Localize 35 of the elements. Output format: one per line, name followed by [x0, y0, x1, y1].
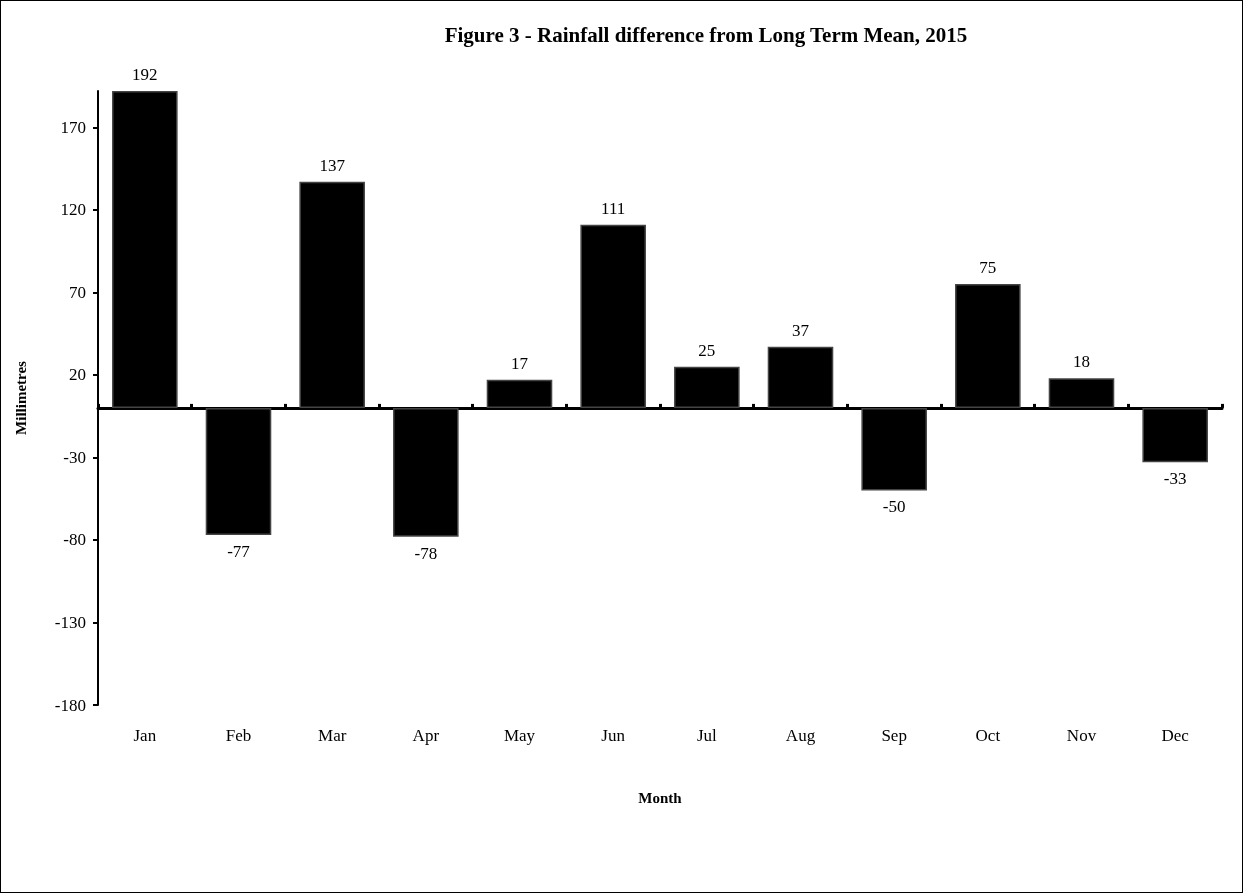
data-label: 18 [1073, 352, 1090, 372]
data-label: 192 [132, 65, 158, 84]
x-tick-label: Oct [975, 726, 1001, 745]
data-label: 17 [511, 353, 529, 373]
y-tick-label: -30 [63, 447, 86, 467]
y-tick-label: -130 [54, 612, 86, 632]
data-label: -33 [1163, 469, 1187, 489]
y-tick-label: 120 [60, 200, 86, 220]
x-tick-label: Mar [318, 726, 347, 745]
data-label: 37 [792, 320, 810, 340]
x-tick-label: Sep [881, 726, 907, 745]
x-tick-label: Jul [696, 726, 718, 745]
x-tick-label: Jun [601, 726, 626, 745]
y-axis-title: Millimetres [12, 360, 29, 435]
y-tick-label: -180 [54, 695, 86, 715]
data-label: -77 [227, 541, 251, 561]
data-label: -78 [414, 543, 438, 563]
data-label: 137 [319, 155, 346, 175]
x-tick-label: Dec [1161, 726, 1190, 745]
data-label: 75 [979, 258, 997, 278]
x-tick-label: Apr [412, 726, 440, 745]
chart-title: Figure 3 - Rainfall difference from Long Term Mean, 2015 [444, 22, 968, 47]
x-tick-label: Aug [785, 726, 816, 745]
y-tick-label: -80 [63, 530, 86, 550]
x-tick-label: Nov [1066, 726, 1097, 745]
y-tick-label: 170 [60, 117, 86, 137]
x-axis-title: Month [638, 789, 683, 806]
x-tick-label: Jan [133, 726, 157, 745]
y-tick-label: 20 [69, 365, 86, 385]
y-tick-label: 70 [69, 282, 86, 302]
data-label: -50 [882, 497, 906, 517]
data-label: 111 [601, 198, 626, 218]
x-tick-label: Feb [225, 726, 252, 745]
data-label: 25 [698, 340, 716, 360]
x-tick-label: May [503, 726, 536, 745]
